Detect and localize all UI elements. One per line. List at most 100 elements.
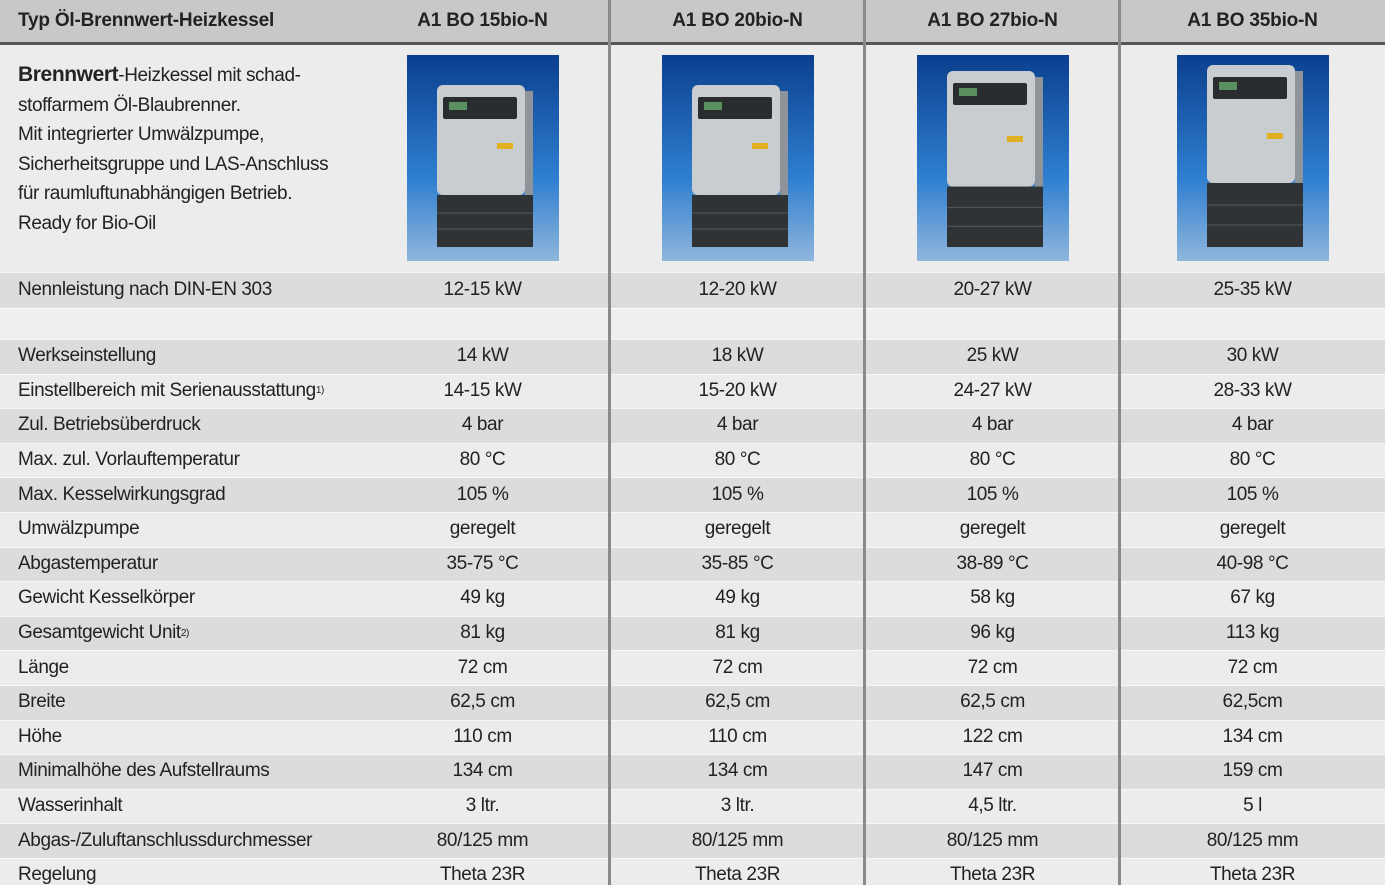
row-value: 110 cm xyxy=(355,720,610,755)
spec-table: Typ Öl-Brennwert-Heizkessel A1 BO 15bio-N… xyxy=(0,0,1385,885)
row-value-text: 58 kg xyxy=(970,587,1014,609)
row-value-text: 3 ltr. xyxy=(466,795,500,817)
row-value-text: 81 kg xyxy=(715,622,759,644)
product-image-part xyxy=(497,143,513,149)
row-value: 81 kg xyxy=(355,616,610,651)
row-label: Höhe xyxy=(18,720,62,755)
header-title-text: Typ Öl-Brennwert-Heizkessel xyxy=(18,10,274,32)
product-image-part xyxy=(704,102,722,110)
row-value-text: 20-27 kW xyxy=(953,279,1031,301)
product-image xyxy=(1177,55,1329,261)
row-value: 81 kg xyxy=(610,616,865,651)
model-name: A1 BO 15bio-N xyxy=(355,0,610,42)
row-value: 67 kg xyxy=(1120,581,1385,616)
spacer-row xyxy=(0,308,1385,340)
row-value-text: 62,5cm xyxy=(1223,691,1283,713)
row-label: Abgas-/Zuluftanschlussdurchmesser xyxy=(18,823,312,858)
row-value: 134 cm xyxy=(610,754,865,789)
row-value-text: 4 bar xyxy=(1232,414,1273,436)
row-value: 49 kg xyxy=(355,581,610,616)
row-value-text: 80 °C xyxy=(970,449,1016,471)
row-value-text: 35-85 °C xyxy=(702,553,774,575)
row-value-text: 14 kW xyxy=(457,345,509,367)
row-value-text: 5 l xyxy=(1243,795,1262,817)
row-label: Regelung xyxy=(18,858,96,885)
row-value: 3 ltr. xyxy=(610,789,865,824)
row-label: Gesamtgewicht Unit2) xyxy=(18,616,189,651)
row-value: 80 °C xyxy=(610,443,865,478)
column-separator xyxy=(608,0,611,885)
product-image-part xyxy=(437,195,533,247)
row-value: 147 cm xyxy=(865,754,1120,789)
row-value-text: 35-75 °C xyxy=(447,553,519,575)
row-value: 96 kg xyxy=(865,616,1120,651)
row-value: 14-15 kW xyxy=(355,374,610,409)
model-name: A1 BO 27bio-N xyxy=(865,0,1120,42)
row-value-text: 72 cm xyxy=(1228,657,1278,679)
model-name: A1 BO 35bio-N xyxy=(1120,0,1385,42)
row-value-text: 80 °C xyxy=(1230,449,1276,471)
intro-line-text: Sicherheitsgruppe und LAS-Anschluss xyxy=(18,154,328,175)
row-value: 62,5cm xyxy=(1120,685,1385,720)
row-value: 12-20 kW xyxy=(610,272,865,308)
model-name-text: A1 BO 20bio-N xyxy=(672,10,802,32)
row-value-text: 110 cm xyxy=(708,726,767,748)
row-label-text: Regelung xyxy=(18,864,96,885)
row-label-text: Zul. Betriebsüberdruck xyxy=(18,414,200,436)
row-value-text: 122 cm xyxy=(963,726,1023,748)
row-label-text: Minimalhöhe des Aufstellraums xyxy=(18,760,269,782)
row-label: Nennleistung nach DIN-EN 303 xyxy=(18,272,272,308)
row-value-text: 105 % xyxy=(967,484,1019,506)
row-value-text: 72 cm xyxy=(968,657,1018,679)
row-label-text: Wasserinhalt xyxy=(18,795,122,817)
row-value: 62,5 cm xyxy=(865,685,1120,720)
intro-bold: Brennwert xyxy=(18,63,118,86)
product-image-part xyxy=(1007,136,1023,142)
row-label-text: Max. zul. Vorlauftemperatur xyxy=(18,449,240,471)
row-value: Theta 23R xyxy=(1120,858,1385,885)
product-image xyxy=(662,55,814,261)
product-image-part xyxy=(1207,183,1303,247)
row-value: 122 cm xyxy=(865,720,1120,755)
row-value: 80 °C xyxy=(865,443,1120,478)
row-value: Theta 23R xyxy=(865,858,1120,885)
product-image-part xyxy=(1035,77,1043,187)
intro-line: Brennwert-Heizkessel mit schad- xyxy=(18,60,328,91)
row-value: 12-15 kW xyxy=(355,272,610,308)
row-value: 72 cm xyxy=(865,650,1120,685)
row-value: 80/125 mm xyxy=(355,823,610,858)
row-value: 62,5 cm xyxy=(610,685,865,720)
column-separator xyxy=(1118,0,1121,885)
model-name-text: A1 BO 15bio-N xyxy=(417,10,547,32)
row-label-text: Breite xyxy=(18,691,65,713)
row-label-text: Werkseinstellung xyxy=(18,345,156,367)
row-value: geregelt xyxy=(610,512,865,547)
row-value: 105 % xyxy=(1120,477,1385,512)
row-label-text: Einstellbereich mit Serienausstattung xyxy=(18,380,316,402)
row-label: Einstellbereich mit Serienausstattung1) xyxy=(18,374,324,409)
row-value: 14 kW xyxy=(355,339,610,374)
row-value: 20-27 kW xyxy=(865,272,1120,308)
intro-line: Mit integrierter Umwälzpumpe, xyxy=(18,120,328,150)
row-value: 159 cm xyxy=(1120,754,1385,789)
intro-line: für raumluftunabhängigen Betrieb. xyxy=(18,179,328,209)
row-value: 80 °C xyxy=(1120,443,1385,478)
row-value-text: geregelt xyxy=(705,518,770,540)
row-value: 35-85 °C xyxy=(610,547,865,582)
row-label-text: Länge xyxy=(18,657,69,679)
row-value: 80 °C xyxy=(355,443,610,478)
row-label: Max. Kesselwirkungsgrad xyxy=(18,477,225,512)
row-value-text: 25-35 kW xyxy=(1213,279,1291,301)
intro-line-text: für raumluftunabhängigen Betrieb. xyxy=(18,183,292,204)
row-value-text: 14-15 kW xyxy=(443,380,521,402)
row-value: 72 cm xyxy=(355,650,610,685)
row-value: 80/125 mm xyxy=(865,823,1120,858)
row-label: Wasserinhalt xyxy=(18,789,122,824)
row-value: 62,5 cm xyxy=(355,685,610,720)
row-value-text: 38-89 °C xyxy=(957,553,1029,575)
row-value-text: geregelt xyxy=(450,518,515,540)
row-value: 24-27 kW xyxy=(865,374,1120,409)
row-value-text: 24-27 kW xyxy=(953,380,1031,402)
product-image xyxy=(407,55,559,261)
row-value: 38-89 °C xyxy=(865,547,1120,582)
